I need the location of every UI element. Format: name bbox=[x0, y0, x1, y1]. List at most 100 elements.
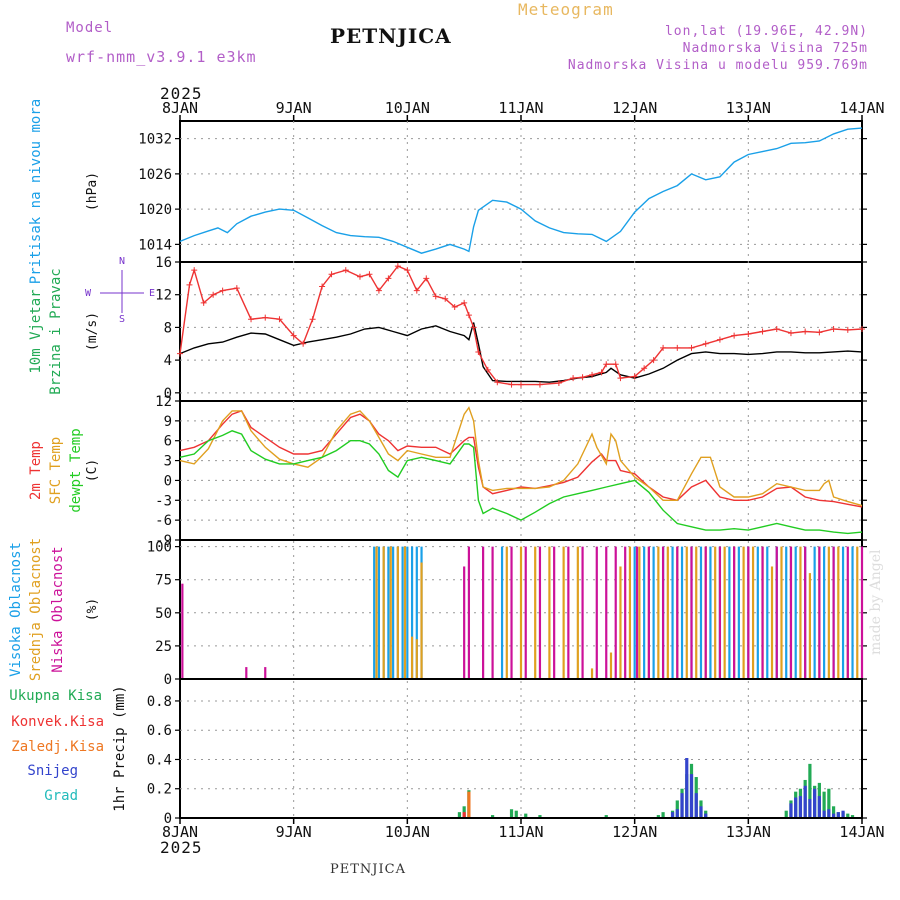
bar-precip bbox=[803, 785, 807, 817]
gust-marker bbox=[518, 381, 524, 388]
gust-marker bbox=[745, 330, 752, 337]
y-axis-subtitle: Brzina i Pravac bbox=[48, 268, 64, 394]
bar-cloud bbox=[415, 639, 418, 678]
bar-cloud bbox=[415, 546, 418, 678]
bar-cloud bbox=[181, 583, 184, 678]
y-tick-label: 0.6 bbox=[147, 723, 172, 739]
gust-marker bbox=[617, 375, 624, 382]
bar-cloud bbox=[804, 546, 807, 678]
bar-precip bbox=[808, 763, 812, 817]
gust-marker bbox=[536, 381, 543, 388]
bar-cloud bbox=[661, 546, 665, 678]
gust-marker bbox=[423, 275, 430, 282]
y-tick-label: 25 bbox=[155, 639, 172, 655]
gust-marker bbox=[475, 348, 482, 355]
bar-cloud bbox=[647, 546, 650, 678]
bar-precip bbox=[699, 806, 703, 817]
bar-cloud bbox=[389, 546, 392, 678]
gust-marker bbox=[816, 329, 823, 336]
bar-cloud bbox=[643, 546, 646, 678]
bar-precip bbox=[656, 815, 660, 817]
gust-marker bbox=[442, 295, 449, 302]
bar-cloud bbox=[500, 546, 504, 678]
bar-cloud bbox=[519, 546, 523, 678]
bar-cloud bbox=[652, 546, 655, 678]
y-tick-label: 4 bbox=[164, 353, 172, 369]
bar-cloud bbox=[761, 546, 764, 678]
series-line-temperature-2 bbox=[179, 430, 863, 535]
gust-marker bbox=[210, 291, 217, 298]
bar-cloud bbox=[728, 546, 731, 678]
bar-cloud bbox=[420, 562, 423, 678]
gust-marker bbox=[494, 379, 501, 386]
bar-precip bbox=[822, 810, 826, 817]
y-tick-label: 8 bbox=[164, 320, 172, 336]
bar-cloud bbox=[264, 667, 267, 678]
bar-precip bbox=[680, 793, 684, 817]
bar-cloud bbox=[595, 546, 598, 678]
bar-cloud bbox=[832, 546, 835, 678]
gust-marker bbox=[787, 330, 794, 337]
y-tick-label: 0 bbox=[164, 386, 172, 402]
gust-marker bbox=[290, 332, 297, 339]
gust-marker bbox=[508, 381, 515, 388]
gust-marker bbox=[759, 328, 766, 335]
gust-marker bbox=[465, 312, 472, 319]
bar-cloud bbox=[794, 546, 797, 678]
gust-marker bbox=[650, 357, 657, 364]
bar-cloud bbox=[808, 573, 812, 678]
x-tick-label-top: 10JAN bbox=[385, 99, 430, 117]
y-axis-title: Visoka Oblacnost bbox=[8, 542, 24, 677]
y-tick-label: 0.2 bbox=[147, 782, 172, 798]
y-axis-subtitle: SFC Temp bbox=[48, 437, 64, 504]
gust-marker bbox=[555, 380, 562, 387]
gust-marker bbox=[612, 361, 619, 368]
model-elevation-text: Nadmorska Visina u modelu 959.769m bbox=[567, 58, 868, 73]
gust-marker bbox=[570, 375, 577, 382]
y-tick-label: 100 bbox=[147, 540, 172, 556]
panel-frame-precip bbox=[179, 678, 863, 819]
gust-marker bbox=[300, 340, 307, 347]
bar-cloud bbox=[562, 546, 565, 678]
bar-cloud bbox=[375, 546, 378, 678]
y-axis-title: 2m Temp bbox=[28, 441, 44, 500]
bar-cloud bbox=[628, 546, 632, 678]
gust-marker bbox=[470, 324, 477, 331]
bar-cloud bbox=[860, 546, 864, 678]
station-title: PETNJICA bbox=[330, 24, 452, 48]
y-axis-title: Pritisak na nivou mora bbox=[28, 99, 44, 284]
bar-precip bbox=[685, 758, 689, 817]
bar-cloud bbox=[856, 546, 859, 678]
x-tick-label-bottom: 14JAN bbox=[839, 823, 884, 841]
bar-cloud bbox=[638, 546, 641, 678]
gust-marker bbox=[413, 287, 420, 294]
bar-precip bbox=[467, 791, 471, 817]
bar-precip bbox=[784, 810, 788, 817]
legend-entry: Grad bbox=[44, 788, 78, 804]
gust-marker bbox=[404, 267, 411, 274]
bar-cloud bbox=[467, 546, 471, 678]
y-unit-label: (%) bbox=[85, 598, 100, 621]
y-tick-label: -9 bbox=[155, 533, 172, 549]
bar-cloud bbox=[403, 546, 407, 678]
bar-precip bbox=[817, 796, 821, 817]
bar-cloud bbox=[635, 546, 639, 678]
year-bottom: 2025 bbox=[160, 838, 203, 857]
y-tick-label: 16 bbox=[155, 255, 172, 271]
bar-precip bbox=[462, 812, 466, 817]
bar-cloud bbox=[524, 546, 527, 678]
bar-cloud bbox=[695, 546, 698, 678]
x-tick-label-top: 12JAN bbox=[612, 99, 657, 117]
bar-cloud bbox=[510, 546, 513, 678]
x-tick-label-top: 11JAN bbox=[498, 99, 543, 117]
bar-cloud bbox=[837, 546, 840, 678]
bar-precip bbox=[490, 815, 495, 817]
bar-cloud bbox=[491, 546, 494, 678]
bar-cloud bbox=[714, 546, 717, 678]
bar-precip bbox=[831, 806, 836, 817]
bar-cloud bbox=[567, 546, 570, 678]
y-axis-subtitle: Srednja Oblacnost bbox=[28, 538, 44, 681]
legend-entry: Konvek.Kisa bbox=[11, 714, 104, 730]
bar-cloud bbox=[609, 652, 613, 678]
bar-precip bbox=[846, 813, 850, 817]
